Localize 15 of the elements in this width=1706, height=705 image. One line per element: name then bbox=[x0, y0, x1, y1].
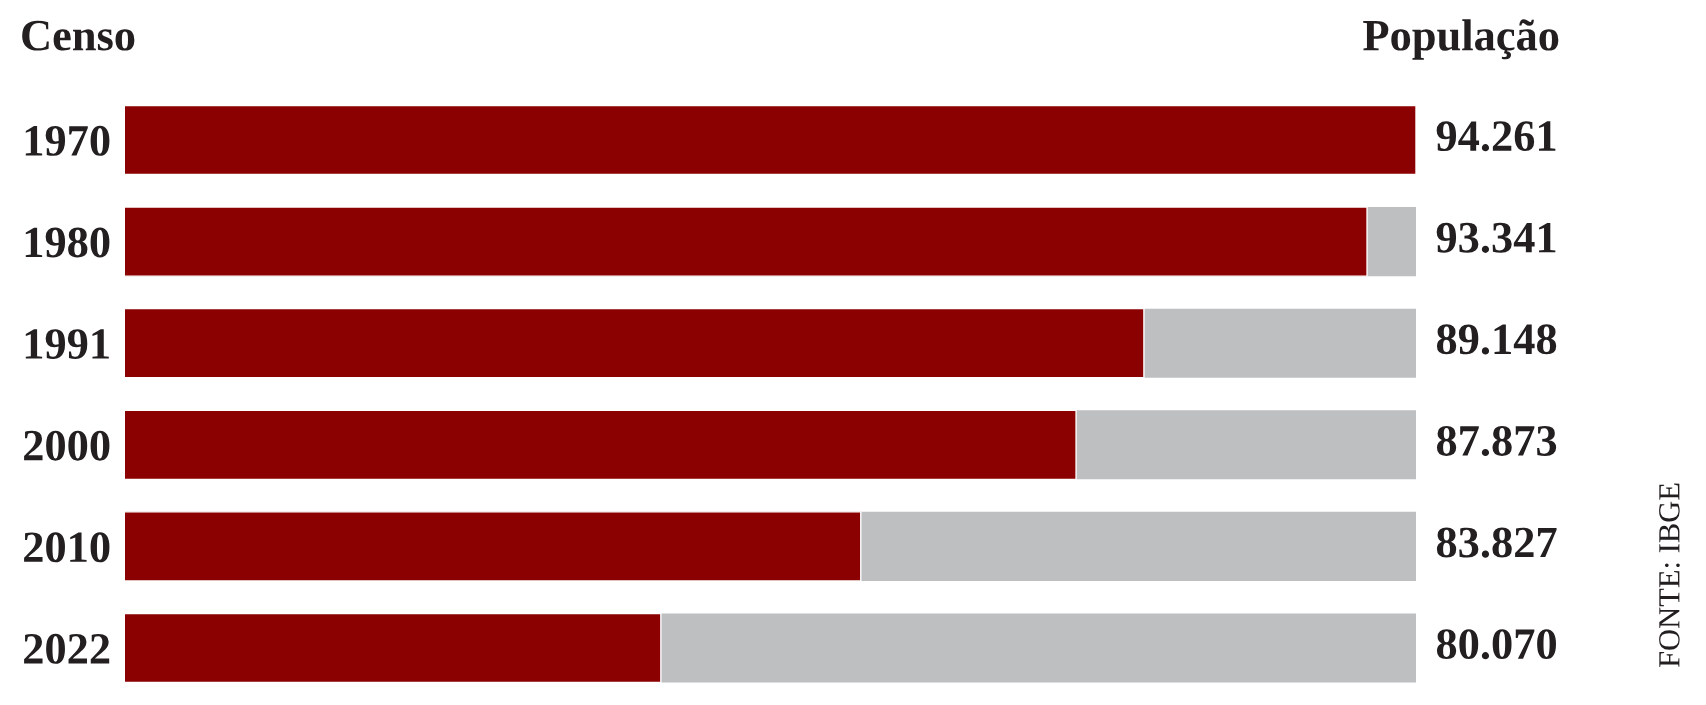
y-tick-label: 2000 bbox=[24, 430, 110, 461]
data-label: 87.873 bbox=[1436, 425, 1557, 457]
source-note: FONTE: IBGE bbox=[1659, 483, 1680, 668]
y-tick-label: 1980 bbox=[25, 227, 110, 258]
y-tick-label: 1970 bbox=[25, 125, 110, 156]
x-axis-title: População bbox=[1363, 19, 1559, 60]
y-tick-label: 2010 bbox=[24, 532, 110, 563]
y-tick-label: 1991 bbox=[25, 329, 109, 360]
data-label: 93.341 bbox=[1436, 222, 1556, 253]
data-label: 89.148 bbox=[1436, 324, 1557, 355]
y-tick-label: 2022 bbox=[24, 633, 110, 664]
data-label: 80.070 bbox=[1436, 629, 1556, 660]
data-label: 94.261 bbox=[1436, 121, 1556, 152]
y-axis-title: Censo bbox=[22, 20, 135, 51]
data-label: 83.827 bbox=[1436, 527, 1557, 558]
